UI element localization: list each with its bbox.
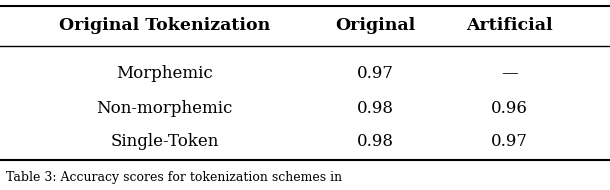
Text: Non-morphemic: Non-morphemic [96,100,233,117]
Text: Morphemic: Morphemic [117,65,213,82]
Text: Single-Token: Single-Token [110,133,219,150]
Text: Original Tokenization: Original Tokenization [59,17,270,34]
Text: 0.96: 0.96 [491,100,528,117]
Text: 0.98: 0.98 [357,100,393,117]
Text: 0.97: 0.97 [357,65,393,82]
Text: 0.97: 0.97 [491,133,528,150]
Text: —: — [501,65,518,82]
Text: Artificial: Artificial [466,17,553,34]
Text: 0.98: 0.98 [357,133,393,150]
Text: Original: Original [335,17,415,34]
Text: Table 3: Accuracy scores for tokenization schemes in: Table 3: Accuracy scores for tokenizatio… [6,171,342,184]
